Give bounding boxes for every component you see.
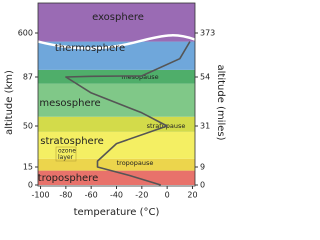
y-axis-label: altitude (km) (4, 70, 15, 135)
y-tick-label: 0 (28, 181, 33, 190)
layer-boundary (37, 34, 196, 50)
y-tick-label: 87 (23, 73, 33, 82)
y-tick-label: 15 (23, 163, 33, 172)
layer-band (38, 131, 195, 159)
x-tick-label: 20 (187, 191, 197, 200)
y-tick-label: 50 (23, 122, 33, 131)
layer-label: tropopause (117, 159, 154, 167)
y2-tick-label: 9 (200, 163, 205, 172)
layer-label: exosphere (92, 12, 144, 23)
layer-band (38, 170, 195, 185)
ozone-box (55, 146, 77, 162)
layer-label: mesopause (121, 73, 158, 81)
y2-tick-label: 373 (200, 29, 215, 38)
y2-tick-label: 0 (200, 181, 205, 190)
y2-axis-label: altitude (miles) (215, 64, 226, 140)
x-tick-label: -100 (31, 191, 49, 200)
ozone-label: layer (58, 154, 74, 161)
layer-band (38, 83, 195, 117)
layer-label: stratosphere (40, 136, 104, 147)
y-tick-label: 600 (18, 29, 33, 38)
chart: tropospheretropopausestratospherestratop… (4, 2, 226, 218)
x-tick-label: -40 (110, 191, 123, 200)
y2-tick-label: 31 (200, 122, 210, 131)
x-tick-label: -20 (135, 191, 148, 200)
x-axis-label: temperature (°C) (74, 207, 160, 218)
layer-label: mesosphere (39, 98, 100, 109)
layer-label: thermosphere (55, 43, 125, 54)
x-tick-label: -60 (85, 191, 98, 200)
x-tick-label: 0 (165, 191, 170, 200)
temperature-line (65, 41, 191, 186)
ozone-label: ozone (58, 148, 76, 155)
y2-tick-label: 54 (200, 73, 210, 82)
x-tick-label: -80 (59, 191, 72, 200)
layer-band (38, 158, 195, 171)
layer-label: troposphere (38, 173, 99, 184)
